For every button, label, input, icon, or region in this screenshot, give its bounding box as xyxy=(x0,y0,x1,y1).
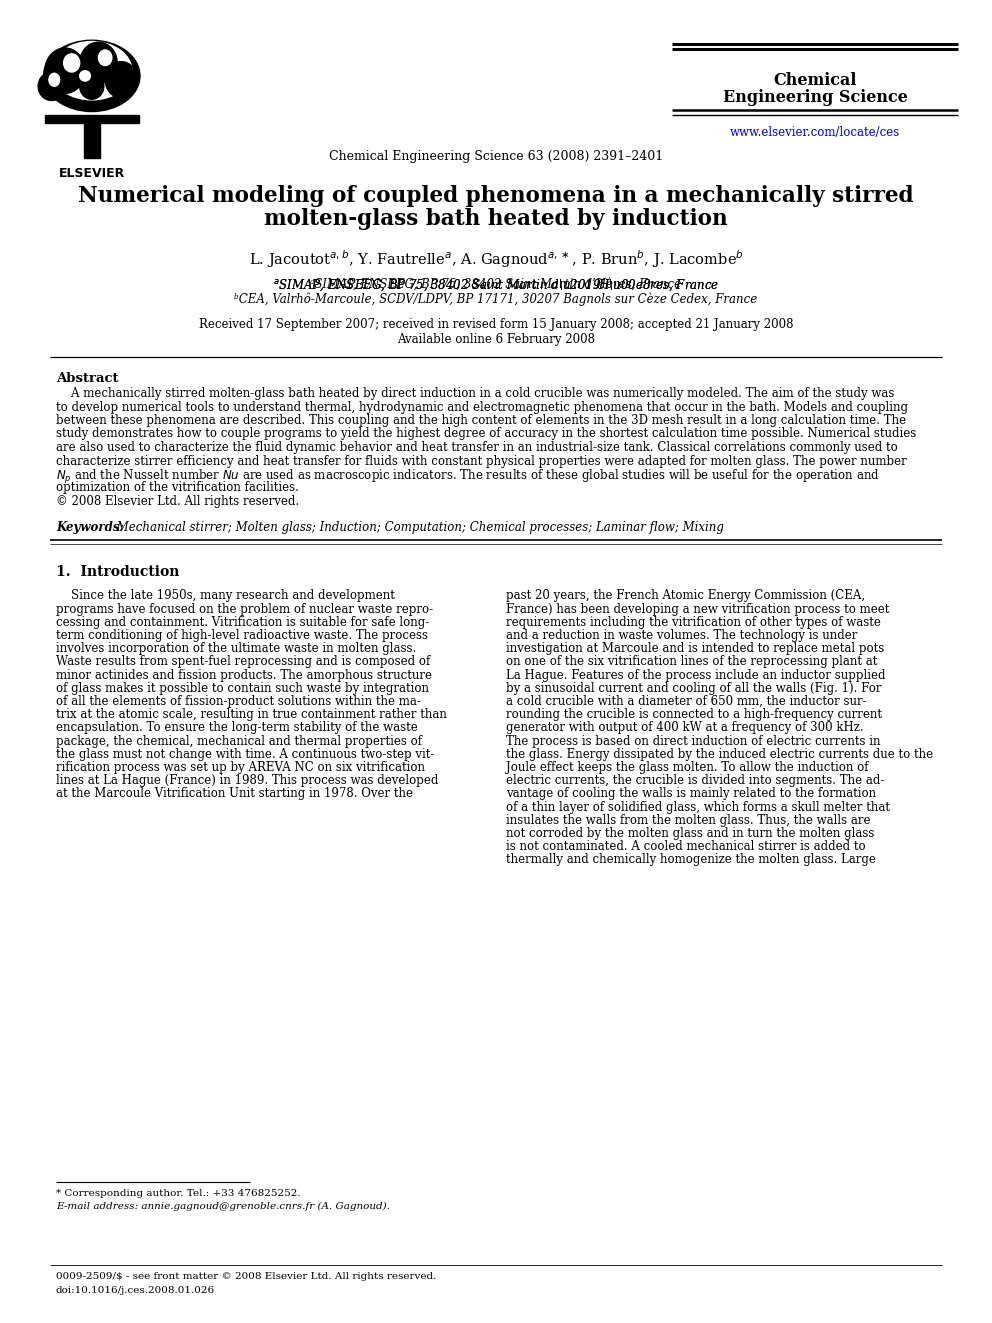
Text: Available online 6 February 2008: Available online 6 February 2008 xyxy=(397,333,595,347)
Text: at the Marcoule Vitrification Unit starting in 1978. Over the: at the Marcoule Vitrification Unit start… xyxy=(56,787,413,800)
Ellipse shape xyxy=(39,71,65,101)
Bar xyxy=(83,119,100,157)
Text: Received 17 September 2007; received in revised form 15 January 2008; accepted 2: Received 17 September 2007; received in … xyxy=(198,318,794,331)
Text: is not contaminated. A cooled mechanical stirrer is added to: is not contaminated. A cooled mechanical… xyxy=(506,840,866,853)
Ellipse shape xyxy=(63,54,79,71)
Text: generator with output of 400 kW at a frequency of 300 kHz.: generator with output of 400 kW at a fre… xyxy=(506,721,864,734)
Text: Engineering Science: Engineering Science xyxy=(722,89,908,106)
Text: the glass. Energy dissipated by the induced electric currents due to the: the glass. Energy dissipated by the indu… xyxy=(506,747,933,761)
Text: Waste results from spent-fuel reprocessing and is composed of: Waste results from spent-fuel reprocessi… xyxy=(56,655,431,668)
Text: E-mail address: annie.gagnoud@grenoble.cnrs.fr (A. Gagnoud).: E-mail address: annie.gagnoud@grenoble.c… xyxy=(56,1203,390,1211)
Ellipse shape xyxy=(52,41,132,99)
Text: La Hague. Features of the process include an inductor supplied: La Hague. Features of the process includ… xyxy=(506,668,886,681)
Ellipse shape xyxy=(49,73,60,86)
Text: investigation at Marcoule and is intended to replace metal pots: investigation at Marcoule and is intende… xyxy=(506,642,884,655)
Text: cessing and containment. Vitrification is suitable for safe long-: cessing and containment. Vitrification i… xyxy=(56,617,430,628)
Text: are also used to characterize the fluid dynamic behavior and heat transfer in an: are also used to characterize the fluid … xyxy=(56,441,898,454)
Text: Keywords:: Keywords: xyxy=(56,520,124,533)
Text: a cold crucible with a diameter of 650 mm, the inductor sur-: a cold crucible with a diameter of 650 m… xyxy=(506,695,867,708)
Text: by a sinusoidal current and cooling of all the walls (Fig. 1). For: by a sinusoidal current and cooling of a… xyxy=(506,681,882,695)
Text: $^{a}$SIMAP, ENSEEG, BP 75, 38402 Saint Martin d\u2019H\u00e8res, France: $^{a}$SIMAP, ENSEEG, BP 75, 38402 Saint … xyxy=(273,278,719,294)
Text: 1.  Introduction: 1. Introduction xyxy=(56,565,180,579)
Text: programs have focused on the problem of nuclear waste repro-: programs have focused on the problem of … xyxy=(56,603,434,615)
Text: © 2008 Elsevier Ltd. All rights reserved.: © 2008 Elsevier Ltd. All rights reserved… xyxy=(56,495,300,508)
Text: optimization of the vitrification facilities.: optimization of the vitrification facili… xyxy=(56,482,299,495)
Text: vantage of cooling the walls is mainly related to the formation: vantage of cooling the walls is mainly r… xyxy=(506,787,876,800)
Text: lines at La Hague (France) in 1989. This process was developed: lines at La Hague (France) in 1989. This… xyxy=(56,774,438,787)
Text: 0009-2509/$ - see front matter © 2008 Elsevier Ltd. All rights reserved.: 0009-2509/$ - see front matter © 2008 El… xyxy=(56,1271,436,1281)
Ellipse shape xyxy=(44,40,140,111)
Text: doi:10.1016/j.ces.2008.01.026: doi:10.1016/j.ces.2008.01.026 xyxy=(56,1286,215,1295)
Text: between these phenomena are described. This coupling and the high content of ele: between these phenomena are described. T… xyxy=(56,414,906,427)
Text: molten-glass bath heated by induction: molten-glass bath heated by induction xyxy=(264,208,728,230)
Text: Abstract: Abstract xyxy=(56,372,118,385)
Text: * Corresponding author. Tel.: +33 476825252.: * Corresponding author. Tel.: +33 476825… xyxy=(56,1189,301,1199)
Text: electric currents, the crucible is divided into segments. The ad-: electric currents, the crucible is divid… xyxy=(506,774,885,787)
Text: study demonstrates how to couple programs to yield the highest degree of accurac: study demonstrates how to couple program… xyxy=(56,427,917,441)
Text: minor actinides and fission products. The amorphous structure: minor actinides and fission products. Th… xyxy=(56,668,432,681)
Text: ᵃSIMAP, ENSEEG, BP 75, 38402 Saint Martin d’Hères, France: ᵃSIMAP, ENSEEG, BP 75, 38402 Saint Marti… xyxy=(310,278,682,291)
Text: of a thin layer of solidified glass, which forms a skull melter that: of a thin layer of solidified glass, whi… xyxy=(506,800,890,814)
Text: The process is based on direct induction of electric currents in: The process is based on direct induction… xyxy=(506,734,881,747)
Bar xyxy=(45,115,139,123)
Ellipse shape xyxy=(79,42,117,83)
Text: Mechanical stirrer; Molten glass; Induction; Computation; Chemical processes; La: Mechanical stirrer; Molten glass; Induct… xyxy=(113,520,724,533)
Text: requirements including the vitrification of other types of waste: requirements including the vitrification… xyxy=(506,617,881,628)
Text: rounding the crucible is connected to a high-frequency current: rounding the crucible is connected to a … xyxy=(506,708,882,721)
Text: to develop numerical tools to understand thermal, hydrodynamic and electromagnet: to develop numerical tools to understand… xyxy=(56,401,908,414)
Text: L. Jacoutot$^{a,b}$, Y. Fautrelle$^{a}$, A. Gagnoud$^{a,\ast}$, P. Brun$^{b}$, J: L. Jacoutot$^{a,b}$, Y. Fautrelle$^{a}$,… xyxy=(249,247,743,270)
Text: Joule effect keeps the glass molten. To allow the induction of: Joule effect keeps the glass molten. To … xyxy=(506,761,869,774)
Text: insulates the walls from the molten glass. Thus, the walls are: insulates the walls from the molten glas… xyxy=(506,814,871,827)
Ellipse shape xyxy=(98,50,112,66)
Text: Chemical Engineering Science 63 (2008) 2391–2401: Chemical Engineering Science 63 (2008) 2… xyxy=(329,149,663,163)
Text: A mechanically stirred molten-glass bath heated by direct induction in a cold cr: A mechanically stirred molten-glass bath… xyxy=(56,388,895,400)
Text: not corroded by the molten glass and in turn the molten glass: not corroded by the molten glass and in … xyxy=(506,827,874,840)
Text: Since the late 1950s, many research and development: Since the late 1950s, many research and … xyxy=(56,590,395,602)
Text: and a reduction in waste volumes. The technology is under: and a reduction in waste volumes. The te… xyxy=(506,630,857,642)
Text: ᵇCEA, Valrhô-Marcoule, SCDV/LDPV, BP 17171, 30207 Bagnols sur Cèze Cedex, France: ᵇCEA, Valrhô-Marcoule, SCDV/LDPV, BP 171… xyxy=(234,292,758,307)
Ellipse shape xyxy=(45,48,85,94)
Text: encapsulation. To ensure the long-term stability of the waste: encapsulation. To ensure the long-term s… xyxy=(56,721,418,734)
Text: package, the chemical, mechanical and thermal properties of: package, the chemical, mechanical and th… xyxy=(56,734,422,747)
Text: past 20 years, the French Atomic Energy Commission (CEA,: past 20 years, the French Atomic Energy … xyxy=(506,590,865,602)
Text: of all the elements of fission-product solutions within the ma-: of all the elements of fission-product s… xyxy=(56,695,421,708)
Text: rification process was set up by AREVA NC on six vitrification: rification process was set up by AREVA N… xyxy=(56,761,425,774)
Ellipse shape xyxy=(79,70,90,81)
Text: the glass must not change with time. A continuous two-step vit-: the glass must not change with time. A c… xyxy=(56,747,434,761)
Text: thermally and chemically homogenize the molten glass. Large: thermally and chemically homogenize the … xyxy=(506,853,876,867)
Text: term conditioning of high-level radioactive waste. The process: term conditioning of high-level radioact… xyxy=(56,630,428,642)
Text: www.elsevier.com/locate/ces: www.elsevier.com/locate/ces xyxy=(730,126,900,139)
Text: trix at the atomic scale, resulting in true containment rather than: trix at the atomic scale, resulting in t… xyxy=(56,708,446,721)
Text: ELSEVIER: ELSEVIER xyxy=(59,167,125,180)
Text: characterize stirrer efficiency and heat transfer for fluids with constant physi: characterize stirrer efficiency and heat… xyxy=(56,455,907,467)
Ellipse shape xyxy=(105,62,137,98)
Text: Numerical modeling of coupled phenomena in a mechanically stirred: Numerical modeling of coupled phenomena … xyxy=(78,185,914,206)
Text: France) has been developing a new vitrification process to meet: France) has been developing a new vitrif… xyxy=(506,603,890,615)
Text: $N_p$ and the Nusselt number $Nu$ are used as macroscopic indicators. The result: $N_p$ and the Nusselt number $Nu$ are us… xyxy=(56,468,880,486)
Text: of glass makes it possible to contain such waste by integration: of glass makes it possible to contain su… xyxy=(56,681,429,695)
Text: involves incorporation of the ultimate waste in molten glass.: involves incorporation of the ultimate w… xyxy=(56,642,417,655)
Text: on one of the six vitrification lines of the reprocessing plant at: on one of the six vitrification lines of… xyxy=(506,655,877,668)
Ellipse shape xyxy=(79,73,104,99)
Text: Chemical: Chemical xyxy=(774,71,857,89)
Text: $^a$SIMAP, ENSEEG, BP 75, 38402 Saint Martin d\u2019H\u00e8res, France: $^a$SIMAP, ENSEEG, BP 75, 38402 Saint Ma… xyxy=(273,278,719,294)
